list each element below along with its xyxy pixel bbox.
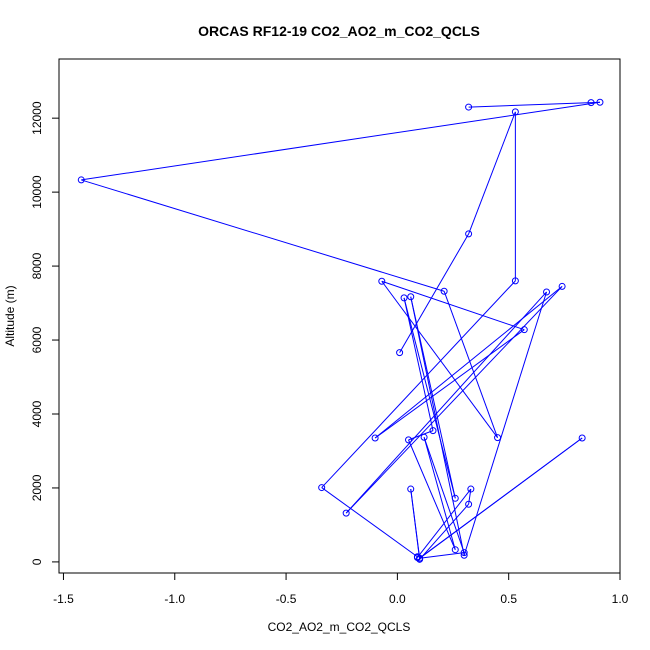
series-segment bbox=[423, 437, 456, 550]
series-segment bbox=[419, 437, 583, 559]
series-points bbox=[77, 98, 604, 563]
series-segment bbox=[419, 503, 469, 560]
data-point bbox=[396, 349, 404, 357]
data-point bbox=[460, 549, 468, 557]
series-segment bbox=[403, 297, 456, 499]
data-point bbox=[407, 485, 415, 493]
x-axis: -1.5 -1.0 -0.5 0.0 0.5 1.0 bbox=[53, 573, 629, 606]
series-segment bbox=[399, 233, 470, 353]
series-segment bbox=[81, 101, 601, 181]
x-tick-label: -0.5 bbox=[276, 592, 297, 606]
data-point bbox=[451, 546, 459, 554]
data-point bbox=[587, 99, 595, 107]
x-tick-label: 0.5 bbox=[500, 592, 517, 606]
data-point bbox=[400, 294, 408, 302]
series-segment bbox=[417, 488, 472, 558]
plot-frame bbox=[58, 58, 621, 574]
series-segment bbox=[423, 437, 465, 553]
data-point bbox=[429, 427, 437, 435]
data-point bbox=[511, 108, 519, 116]
series-segment bbox=[410, 488, 421, 560]
series-segment bbox=[410, 296, 465, 556]
data-point bbox=[407, 293, 415, 301]
series-segment bbox=[345, 286, 563, 514]
data-point bbox=[342, 509, 350, 517]
data-point bbox=[543, 288, 551, 296]
data-point bbox=[371, 434, 379, 442]
data-point bbox=[520, 326, 528, 334]
series-segment bbox=[408, 439, 456, 550]
series-segment bbox=[321, 487, 418, 558]
data-point bbox=[465, 103, 473, 111]
series-segment bbox=[374, 286, 563, 439]
series-segment bbox=[374, 329, 525, 439]
series-segment bbox=[463, 291, 548, 556]
series-segment bbox=[381, 280, 498, 438]
data-point bbox=[494, 434, 502, 442]
data-point bbox=[460, 551, 468, 559]
series-segment bbox=[410, 296, 456, 499]
series-segment bbox=[468, 102, 592, 108]
data-point bbox=[467, 485, 475, 493]
data-point bbox=[578, 434, 586, 442]
y-tick-label: 0 bbox=[30, 558, 44, 565]
series-segment bbox=[468, 111, 516, 235]
y-tick-label: 2000 bbox=[30, 474, 44, 501]
data-point bbox=[77, 176, 85, 184]
series-lines bbox=[81, 101, 601, 560]
data-point bbox=[440, 287, 448, 295]
x-tick-label: 1.0 bbox=[612, 592, 629, 606]
x-tick-label: -1.0 bbox=[164, 592, 185, 606]
series-segment bbox=[443, 291, 499, 438]
data-point bbox=[451, 494, 459, 502]
data-point bbox=[405, 436, 413, 444]
data-point bbox=[465, 230, 473, 238]
x-tick-label: 0.0 bbox=[389, 592, 406, 606]
y-axis-label: Altitude (m) bbox=[3, 285, 17, 346]
data-point bbox=[378, 277, 386, 285]
y-tick-label: 6000 bbox=[30, 326, 44, 353]
series-segment bbox=[419, 552, 465, 559]
data-point bbox=[558, 282, 566, 290]
x-tick-label: -1.5 bbox=[53, 592, 74, 606]
y-tick-label: 8000 bbox=[30, 252, 44, 279]
y-tick-label: 10000 bbox=[30, 175, 44, 209]
data-point bbox=[420, 433, 428, 441]
chart-title: ORCAS RF12-19 CO2_AO2_m_CO2_QCLS bbox=[198, 23, 480, 39]
data-point bbox=[465, 500, 473, 508]
y-tick-label: 4000 bbox=[30, 400, 44, 427]
series-segment bbox=[321, 280, 516, 488]
data-point bbox=[596, 98, 604, 106]
data-point bbox=[318, 484, 326, 492]
data-point bbox=[413, 553, 421, 561]
data-point bbox=[511, 277, 519, 285]
series-segment bbox=[381, 280, 525, 331]
x-axis-label: CO2_AO2_m_CO2_QCLS bbox=[268, 620, 411, 634]
series-segment bbox=[345, 291, 547, 514]
series-segment bbox=[403, 297, 434, 431]
series-segment bbox=[408, 430, 434, 441]
y-axis: 0 2000 4000 6000 8000 10000 12000 bbox=[30, 101, 59, 565]
y-tick-label: 12000 bbox=[30, 101, 44, 135]
series-segment bbox=[81, 179, 445, 292]
